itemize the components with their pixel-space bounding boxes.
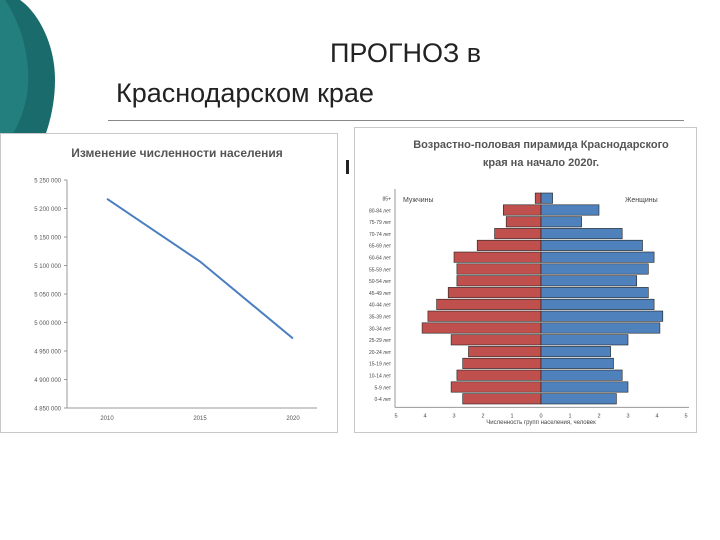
legend-male: Мужчины bbox=[403, 197, 434, 204]
line-y-tick-label: 5 150 000 bbox=[34, 236, 61, 242]
population-line bbox=[106, 197, 294, 340]
line-chart-title: Изменение численности населения bbox=[71, 146, 283, 160]
line-x-tick-label: 2010 bbox=[100, 416, 114, 422]
pyramid-category-label: 75-79 лет bbox=[369, 220, 392, 226]
pyramid-x-tick-label: 4 bbox=[655, 413, 658, 419]
female-bar bbox=[540, 275, 637, 287]
population-line-chart-panel: Изменение численности населения 4 850 00… bbox=[0, 133, 338, 433]
male-bar bbox=[447, 287, 542, 299]
pyramid-category-label: 30-34 лет bbox=[369, 326, 392, 332]
pyramid-x-tick-label: 5 bbox=[684, 413, 687, 419]
line-y-tick-label: 5 250 000 bbox=[34, 179, 61, 185]
female-bar bbox=[540, 216, 582, 228]
line-y-tick-label: 4 850 000 bbox=[34, 407, 61, 413]
female-bar bbox=[540, 322, 661, 334]
female-bar bbox=[540, 263, 649, 275]
male-bar bbox=[450, 334, 542, 346]
pyramid-x-tick-label: 1 bbox=[568, 413, 571, 419]
pyramid-x-tick-label: 2 bbox=[481, 413, 484, 419]
pyramid-x-tick-label: 0 bbox=[539, 413, 542, 419]
male-bar bbox=[456, 263, 542, 275]
line-y-tick-label: 4 950 000 bbox=[34, 350, 61, 356]
line-x-tick-label: 2020 bbox=[286, 416, 300, 422]
pyramid-category-label: 85+ bbox=[383, 197, 392, 203]
line-y-tick-label: 5 100 000 bbox=[34, 264, 61, 270]
female-bar bbox=[540, 346, 611, 358]
pyramid-category-label: 50-54 лет bbox=[369, 279, 392, 285]
slide-title-line2: Краснодарском крае bbox=[116, 78, 374, 108]
male-bar bbox=[462, 393, 542, 405]
female-bar bbox=[540, 310, 664, 322]
pyramid-category-label: 60-64 лет bbox=[369, 256, 392, 262]
male-bar bbox=[453, 251, 542, 263]
female-bar bbox=[540, 298, 655, 310]
legend-female: Женщины bbox=[625, 197, 658, 204]
male-bar bbox=[421, 322, 542, 334]
line-y-tick-label: 5 200 000 bbox=[34, 207, 61, 213]
pyramid-category-label: 70-74 лет bbox=[369, 232, 392, 238]
female-bar bbox=[540, 393, 617, 405]
male-bar bbox=[456, 275, 542, 287]
male-bar bbox=[534, 192, 542, 204]
male-bar bbox=[503, 204, 542, 216]
male-bar bbox=[436, 298, 542, 310]
male-bar bbox=[468, 346, 542, 358]
female-bar bbox=[540, 204, 600, 216]
pyramid-category-label: 20-24 лет bbox=[369, 350, 392, 356]
line-y-tick-label: 4 900 000 bbox=[34, 378, 61, 384]
pyramid-category-label: 80-84 лет bbox=[369, 208, 392, 214]
line-x-tick-label: 2015 bbox=[193, 416, 207, 422]
population-pyramid-panel: Возрастно-половая пирамида Краснодарског… bbox=[354, 127, 697, 433]
line-y-tick-label: 5 000 000 bbox=[34, 321, 61, 327]
stray-mark bbox=[346, 160, 349, 174]
pyramid-category-label: 35-39 лет bbox=[369, 315, 392, 321]
male-bar bbox=[456, 369, 542, 381]
pyramid-category-label: 40-44 лет bbox=[369, 303, 392, 309]
pyramid-category-label: 15-19 лет bbox=[369, 362, 392, 368]
pyramid-category-label: 0-4 лет bbox=[375, 397, 392, 403]
pyramid-x-tick-label: 5 bbox=[394, 413, 397, 419]
pyramid-xlabel: Численность групп населения, человек bbox=[486, 420, 596, 426]
female-bar bbox=[540, 334, 629, 346]
pyramid-x-tick-label: 3 bbox=[452, 413, 455, 419]
female-bar bbox=[540, 381, 629, 393]
pyramid-x-tick-label: 2 bbox=[597, 413, 600, 419]
population-line-chart: Изменение численности населения 4 850 00… bbox=[34, 146, 317, 422]
pyramid-category-label: 10-14 лет bbox=[369, 374, 392, 380]
slide-title-line1: ПРОГНОЗ в bbox=[330, 38, 482, 68]
female-bar bbox=[540, 357, 614, 369]
female-bar bbox=[540, 239, 643, 251]
male-bar bbox=[494, 228, 542, 240]
title-underline bbox=[108, 120, 684, 121]
pyramid-x-tick-label: 4 bbox=[423, 413, 426, 419]
pyramid-category-label: 55-59 лет bbox=[369, 267, 392, 273]
pyramid-category-label: 65-69 лет bbox=[369, 244, 392, 250]
pyramid-x-tick-label: 3 bbox=[626, 413, 629, 419]
pyramid-category-label: 45-49 лет bbox=[369, 291, 392, 297]
male-bar bbox=[505, 216, 542, 228]
pyramid-title-line2: края на начало 2020г. bbox=[483, 157, 599, 169]
female-bar bbox=[540, 228, 623, 240]
pyramid-category-label: 5-9 лет bbox=[375, 385, 392, 391]
male-bar bbox=[450, 381, 542, 393]
female-bar bbox=[540, 287, 649, 299]
male-bar bbox=[427, 310, 542, 322]
female-bar bbox=[540, 192, 553, 204]
male-bar bbox=[476, 239, 542, 251]
pyramid-title-line1: Возрастно-половая пирамида Краснодарског… bbox=[413, 139, 669, 151]
line-y-tick-label: 5 050 000 bbox=[34, 293, 61, 299]
female-bar bbox=[540, 251, 655, 263]
population-pyramid-chart: Возрастно-половая пирамида Краснодарског… bbox=[369, 139, 689, 426]
pyramid-x-tick-label: 1 bbox=[510, 413, 513, 419]
female-bar bbox=[540, 369, 623, 381]
pyramid-category-label: 25-29 лет bbox=[369, 338, 392, 344]
male-bar bbox=[462, 357, 542, 369]
